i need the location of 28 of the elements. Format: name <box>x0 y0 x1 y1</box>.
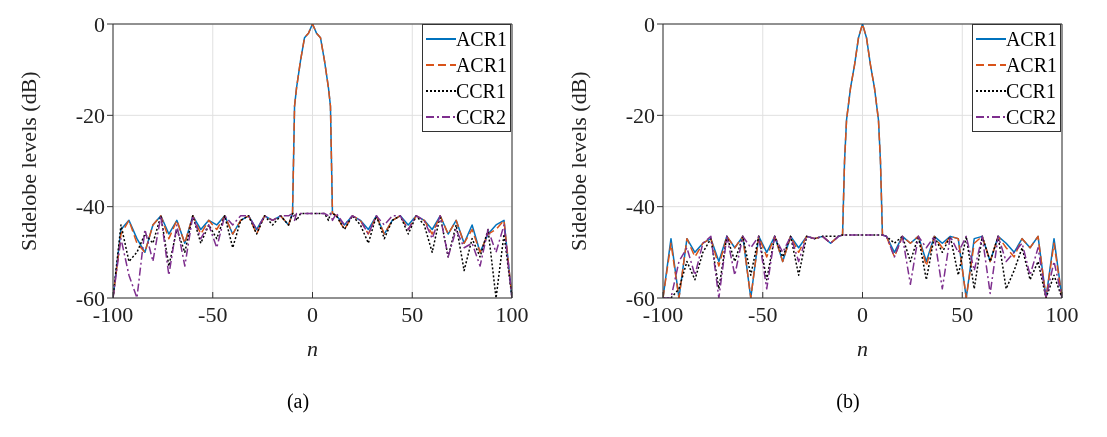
legend-label: ACR1 <box>1005 27 1057 52</box>
x-tick-label: 100 <box>495 301 529 327</box>
x-tick-label: 50 <box>401 301 424 327</box>
text: (a) <box>285 390 311 413</box>
legend-label: CCR2 <box>1005 105 1056 130</box>
legend-label: ACR1 <box>455 53 507 78</box>
y-tick-label: -20 <box>625 103 655 129</box>
legend-label: ACR1 <box>1005 53 1057 78</box>
x-axis-title: n <box>857 336 868 361</box>
y-tick-label: -20 <box>75 103 105 129</box>
x-tick-label: -50 <box>198 301 228 327</box>
y-tick-label: 0 <box>94 11 105 37</box>
y-tick-label: 0 <box>644 11 655 37</box>
legend-label: ACR1 <box>455 27 507 52</box>
x-tick-label: 100 <box>1045 301 1079 327</box>
legend-label: CCR1 <box>1005 79 1056 104</box>
y-axis-title: Sidelobe levels (dB) <box>15 71 41 251</box>
text: (b) <box>835 390 861 413</box>
x-tick-label: 0 <box>307 301 318 327</box>
y-tick-label: -40 <box>75 194 105 220</box>
y-axis-title: Sidelobe levels (dB) <box>565 71 591 251</box>
x-tick-label: 0 <box>857 301 868 327</box>
x-tick-label: -50 <box>748 301 778 327</box>
legend-label: CCR1 <box>455 79 506 104</box>
y-tick-label: -40 <box>625 194 655 220</box>
x-tick-label: 50 <box>951 301 974 327</box>
x-axis-title: n <box>307 336 318 361</box>
legend-label: CCR2 <box>455 105 506 130</box>
